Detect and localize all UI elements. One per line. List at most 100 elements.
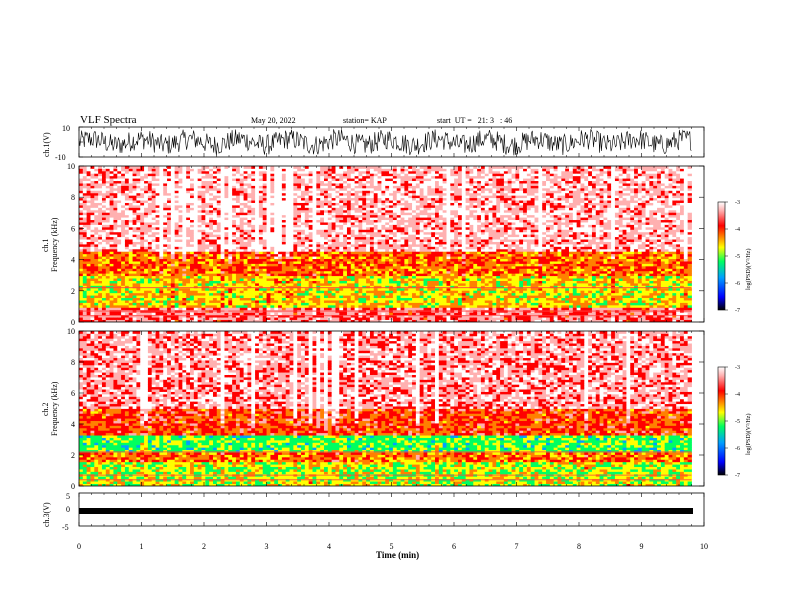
spectrogram-cell <box>308 307 313 311</box>
spectrogram-cell <box>124 280 130 284</box>
spectrogram-cell <box>297 231 302 235</box>
spectrogram-cell <box>247 244 252 247</box>
spectrogram-cell <box>320 253 325 257</box>
spectrogram-cell <box>232 307 237 311</box>
spectrogram-cell <box>132 270 137 274</box>
spectrogram-cell <box>278 197 283 201</box>
spectrogram-cell <box>163 207 168 211</box>
spectrogram-cell <box>331 304 336 308</box>
spectrogram-cell <box>109 265 114 269</box>
spectrogram-cell <box>262 239 267 242</box>
spectrogram-cell <box>163 192 168 196</box>
spectrogram-cell <box>197 258 202 262</box>
spectrogram-cell <box>331 187 336 191</box>
spectrogram-cell <box>316 253 321 257</box>
spectrogram-cell <box>178 280 183 284</box>
spectrogram-cell <box>350 253 356 257</box>
spectrogram-cell <box>155 200 160 203</box>
spectrogram-cell <box>354 180 359 184</box>
spectrogram-cell <box>178 202 183 206</box>
spectrogram-cell <box>297 295 302 299</box>
spectrogram-cell <box>289 258 294 262</box>
spectrogram-cell <box>324 192 329 196</box>
spectrogram-cell <box>94 283 99 286</box>
spectrogram-cell <box>243 261 248 264</box>
spectrogram-cell <box>297 253 302 257</box>
spectrogram-cell <box>224 178 229 182</box>
spectrogram-cell <box>258 224 264 228</box>
spectrogram-cell <box>297 207 302 211</box>
spectrogram-cell <box>228 217 233 221</box>
spectrogram-cell <box>262 217 267 221</box>
spectrogram-cell <box>243 187 248 191</box>
spectrogram-cell <box>373 300 378 303</box>
spectrogram-cell <box>274 239 279 242</box>
spectrogram-cell <box>362 224 367 228</box>
spectrogram-cell <box>327 190 333 194</box>
spectrogram-cell <box>369 236 375 240</box>
spectrogram-cell <box>350 258 356 262</box>
spectrogram-cell <box>247 263 252 267</box>
spectrogram-cell <box>258 248 264 252</box>
spectrogram-cell <box>117 304 122 308</box>
spectrogram-cell <box>101 224 107 228</box>
spectrogram-cell <box>350 263 356 267</box>
spectrogram-cell <box>346 197 352 201</box>
spectrogram-cell <box>136 175 141 179</box>
spectrogram-cell <box>159 258 164 262</box>
spectrogram-cell <box>86 256 91 260</box>
spectrogram-cell <box>209 292 214 296</box>
spectrogram-cell <box>293 280 298 284</box>
spectrogram-cell <box>255 183 260 186</box>
spectrogram-cell <box>178 241 183 245</box>
spectrogram-cell <box>304 297 310 301</box>
spectrogram-cell <box>362 190 367 194</box>
spectrogram-cell <box>220 224 225 228</box>
spectrogram-cell <box>170 209 176 213</box>
spectrogram-cell <box>128 292 133 296</box>
spectrogram-cell <box>262 307 267 311</box>
spectrogram-cell <box>136 178 141 182</box>
spectrogram-cell <box>163 219 168 223</box>
spectrogram-cell <box>350 297 356 301</box>
spectrogram-cell <box>101 222 107 225</box>
spectrogram-cell <box>170 192 176 196</box>
spectrogram-cell <box>339 239 344 242</box>
spectrogram-cell <box>335 234 340 238</box>
spectrogram-cell <box>239 219 245 223</box>
spectrogram-cell <box>105 187 111 191</box>
spectrogram-cell <box>258 209 264 213</box>
spectrogram-cell <box>343 304 348 308</box>
spectrogram-cell <box>155 253 160 257</box>
spectrogram-cell <box>182 185 187 189</box>
spectrogram-cell <box>232 270 237 274</box>
spectrogram-cell <box>109 290 114 294</box>
spectrogram-cell <box>186 207 191 211</box>
spectrogram-cell <box>136 192 141 196</box>
spectrogram-cell <box>343 168 348 172</box>
spectrogram-cell <box>140 173 145 177</box>
spectrogram-cell <box>147 268 153 272</box>
spectrogram-cell <box>159 248 164 252</box>
spectrogram-cell <box>354 300 359 303</box>
spectrogram-cell <box>132 256 137 260</box>
spectrogram-cell <box>124 246 130 250</box>
spectrogram-cell <box>232 217 237 221</box>
spectrogram-cell <box>136 319 141 322</box>
spectrogram-cell <box>312 278 317 281</box>
spectrogram-cell <box>128 253 133 257</box>
spectrogram-cell <box>362 297 367 301</box>
spectrogram-cell <box>278 304 283 308</box>
spectrogram-cell <box>124 180 130 184</box>
spectrogram-cell <box>209 236 214 240</box>
spectrogram-cell <box>293 285 298 289</box>
spectrogram-cell <box>140 214 145 218</box>
spectrogram-cell <box>235 173 241 177</box>
spectrogram-cell <box>239 312 245 316</box>
spectrogram-cell <box>297 261 302 264</box>
spectrogram-cell <box>90 285 95 289</box>
spectrogram-cell <box>209 268 214 272</box>
spectrogram-cell <box>289 197 294 201</box>
spectrogram-cell <box>258 256 264 260</box>
spectrogram-cell <box>128 261 133 264</box>
